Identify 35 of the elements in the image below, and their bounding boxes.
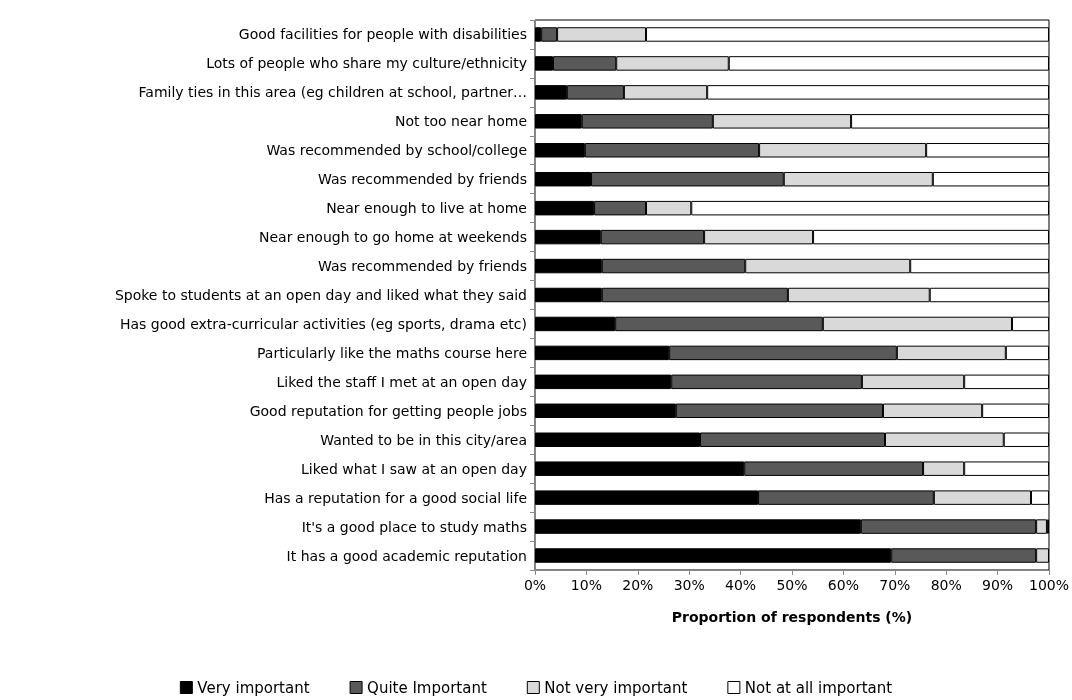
y-tick-label: Not too near home bbox=[394, 113, 527, 130]
y-tick-label: It's a good place to study maths bbox=[301, 518, 527, 535]
y-tick-label: Particularly like the maths course here bbox=[257, 344, 527, 361]
x-tick-label: 10% bbox=[570, 577, 602, 593]
y-tick-label: Lots of people who share my culture/ethnicity bbox=[206, 55, 527, 72]
x-tick-label: 0% bbox=[523, 577, 547, 593]
y-tick-label: Near enough to live at home bbox=[326, 200, 527, 217]
x-axis-title: Proportion of respondents (%) bbox=[671, 609, 913, 625]
y-tick-label: Liked the staff I met at an open day bbox=[276, 373, 527, 390]
y-tick-label: Has good extra-curricular activities (eg sports, drama etc) bbox=[119, 315, 527, 332]
legend-label: Not at all important bbox=[744, 678, 893, 697]
x-tick-label: 50% bbox=[776, 577, 808, 593]
y-tick-label: Was recommended by school/college bbox=[266, 142, 527, 159]
y-tick-label: Good reputation for getting people jobs bbox=[249, 402, 527, 419]
x-tick-label: 100% bbox=[1028, 577, 1069, 593]
x-tick-label: 30% bbox=[673, 577, 705, 593]
y-tick-label: Wanted to be in this city/area bbox=[320, 431, 527, 448]
y-tick-label: It has a good academic reputation bbox=[286, 547, 527, 564]
y-tick-label: Good facilities for people with disabilities bbox=[238, 26, 527, 43]
legend-label: Very important bbox=[197, 678, 310, 697]
legend-label: Not very important bbox=[544, 678, 688, 697]
x-tick-label: 90% bbox=[982, 577, 1014, 593]
y-tick-label: Was recommended by friends bbox=[317, 171, 527, 188]
y-tick-label: Family ties in this area (eg children at school, partner… bbox=[138, 84, 527, 101]
x-tick-label: 70% bbox=[879, 577, 911, 593]
y-tick-label: Has a reputation for a good social life bbox=[264, 489, 527, 506]
x-tick-label: 40% bbox=[725, 577, 757, 593]
y-tick-label: Spoke to students at an open day and liked what they said bbox=[114, 287, 527, 303]
x-tick-label: 20% bbox=[622, 577, 654, 593]
x-tick-label: 60% bbox=[827, 577, 859, 593]
y-tick-label: Liked what I saw at an open day bbox=[300, 460, 527, 477]
legend-label: Quite Important bbox=[367, 678, 487, 697]
y-tick-label: Was recommended by friends bbox=[317, 258, 527, 275]
x-tick-label: 80% bbox=[930, 577, 962, 593]
y-tick-label: Near enough to go home at weekends bbox=[258, 229, 527, 246]
